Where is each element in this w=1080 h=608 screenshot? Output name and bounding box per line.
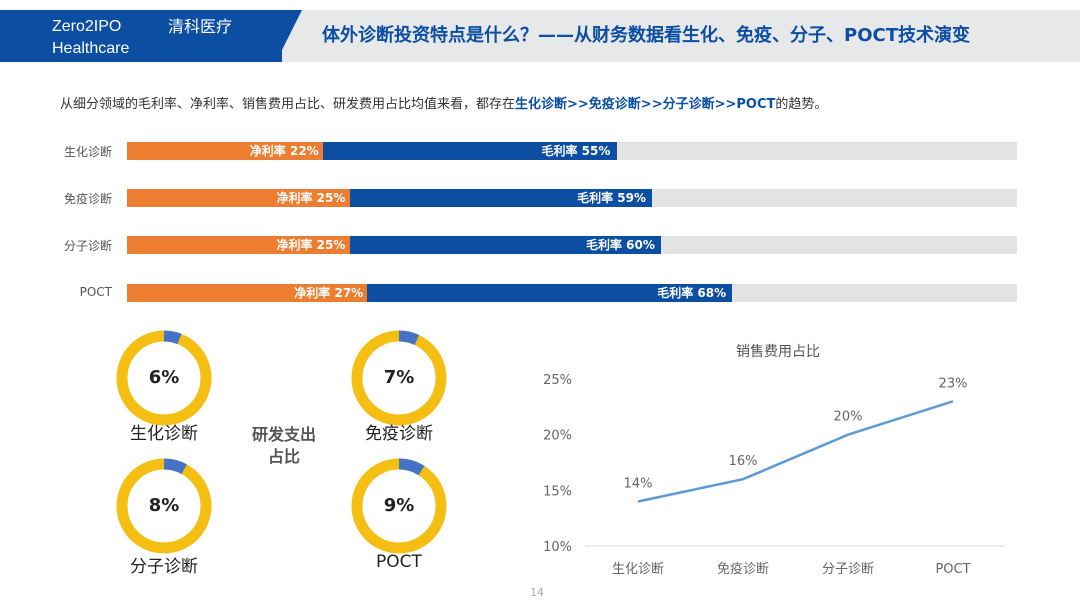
line-chart-data-label: 23% xyxy=(939,376,968,391)
net-margin-label: 净利率 25% xyxy=(276,238,346,252)
subtitle: 从细分领域的毛利率、净利率、销售费用占比、研发费用占比均值来看，都存在生化诊断>… xyxy=(60,93,827,112)
rd-donut-value: 9% xyxy=(383,495,415,516)
line-chart-x-tick: POCT xyxy=(935,562,970,577)
page-title: 体外诊断投资特点是什么？——从财务数据看生化、免疫、分子、POCT技术演变 xyxy=(322,25,970,46)
rd-donut-share xyxy=(351,330,447,426)
brand-name-en-line2: Healthcare xyxy=(52,40,130,57)
gross-margin-label: 毛利率 68% xyxy=(657,286,727,300)
rd-donut-category: 生化诊断 xyxy=(130,424,198,444)
bar-category-label: 免疫诊断 xyxy=(63,192,112,206)
line-chart-y-tick: 10% xyxy=(543,540,572,555)
line-chart-x-tick: 免疫诊断 xyxy=(717,561,769,577)
subtitle-highlight: 生化诊断>>免疫诊断>>分子诊断>>POCT xyxy=(515,97,776,112)
rd-donut-category: 分子诊断 xyxy=(130,557,198,577)
bar-category-label: 生化诊断 xyxy=(63,145,112,159)
rd-chart-title: 研发支出 占比 xyxy=(236,424,332,468)
page-number: 14 xyxy=(530,586,544,599)
rd-donut-value: 8% xyxy=(148,495,180,516)
rd-donut-svg xyxy=(116,458,212,554)
title-bar xyxy=(282,10,1080,62)
line-chart-data-label: 20% xyxy=(834,410,863,425)
line-chart-x-tick: 生化诊断 xyxy=(612,562,664,577)
rd-donut: 7% xyxy=(349,328,449,428)
line-chart-x-tick: 分子诊断 xyxy=(822,562,874,577)
net-margin-label: 净利率 27% xyxy=(294,286,364,300)
rd-donut-svg xyxy=(351,458,447,554)
brand-block: Zero2IPO Healthcare 清科医疗 xyxy=(0,10,290,62)
subtitle-suffix: 的趋势。 xyxy=(775,97,828,112)
line-chart-data-label: 16% xyxy=(729,454,758,469)
rd-donut-value: 7% xyxy=(383,367,415,388)
sales-expense-line xyxy=(637,400,954,503)
brand-name-en-line1: Zero2IPO xyxy=(52,18,122,35)
line-chart-y-tick: 15% xyxy=(543,484,572,499)
net-margin-bar xyxy=(127,142,323,160)
rd-donut-svg xyxy=(351,330,447,426)
rd-donut-share xyxy=(351,458,447,554)
net-margin-bar xyxy=(127,284,368,302)
net-margin-label: 净利率 25% xyxy=(276,191,346,205)
line-chart-title: 销售费用占比 xyxy=(736,344,820,360)
line-chart-y-tick: 20% xyxy=(543,429,572,444)
rd-donut-category: 免疫诊断 xyxy=(365,424,433,444)
bar-category-label: 分子诊断 xyxy=(63,239,112,253)
title-divider xyxy=(276,10,302,62)
line-chart-data-label: 14% xyxy=(624,476,653,491)
sales-expense-line-chart: 销售费用占比 10% 15% 20% 25% 14% 生化诊断 16% 免疫诊断 20% 分子诊断 2… xyxy=(543,344,1005,577)
rd-donut-svg xyxy=(116,330,212,426)
rd-donut-category: POCT xyxy=(376,552,422,572)
net-margin-bar xyxy=(127,189,350,207)
rd-donut: 6% xyxy=(114,328,214,428)
gross-margin-label: 毛利率 60% xyxy=(586,238,655,252)
brand-name-cn: 清科医疗 xyxy=(168,17,233,36)
net-margin-bar xyxy=(127,236,350,254)
rd-chart-title-line2: 占比 xyxy=(267,447,300,466)
rd-donut: 9% xyxy=(349,456,449,556)
gross-margin-label: 毛利率 55% xyxy=(541,144,611,158)
rd-donut-value: 6% xyxy=(148,367,180,388)
line-chart-y-tick: 25% xyxy=(543,373,572,388)
rd-donut-share xyxy=(116,458,212,554)
rd-chart-title-line1: 研发支出 xyxy=(251,425,316,444)
gross-margin-label: 毛利率 59% xyxy=(577,191,646,205)
rd-donut: 8% xyxy=(114,456,214,556)
subtitle-prefix: 从细分领域的毛利率、净利率、销售费用占比、研发费用占比均值来看，都存在 xyxy=(60,97,516,112)
bar-category-label: POCT xyxy=(79,285,112,299)
rd-donut-share xyxy=(116,330,212,426)
net-margin-label: 净利率 22% xyxy=(249,144,319,158)
